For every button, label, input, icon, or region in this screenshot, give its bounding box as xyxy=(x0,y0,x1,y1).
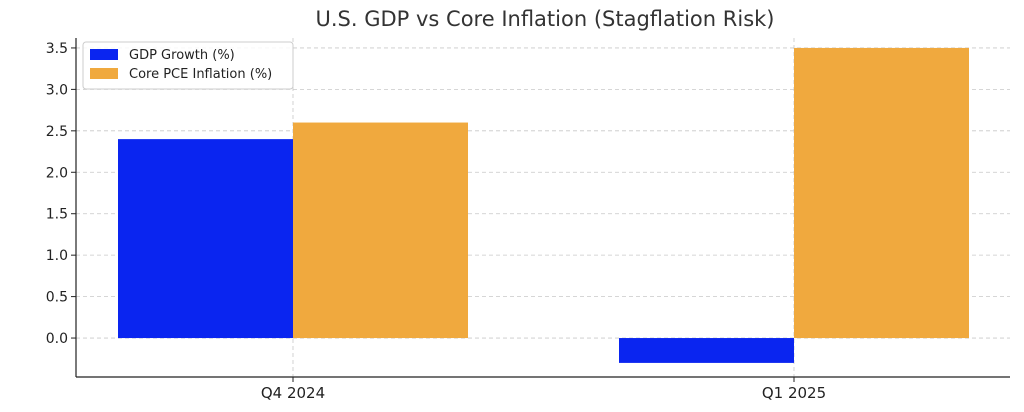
legend-swatch xyxy=(90,49,118,60)
bar-core-pce xyxy=(794,47,969,339)
chart-title: U.S. GDP vs Core Inflation (Stagflation … xyxy=(315,7,774,31)
y-tick-label: 3.0 xyxy=(46,82,68,98)
legend-box xyxy=(82,41,294,90)
legend-label: GDP Growth (%) xyxy=(129,48,235,63)
y-tick-label: 2.5 xyxy=(46,124,68,140)
y-tick-label: 0.0 xyxy=(46,331,68,347)
axes: 0.0 0.5 1.0 1.5 2.0 2.5 3.0 3.5 Q4 2024 Q1 2025 xyxy=(46,38,1010,402)
y-tick-label: 3.5 xyxy=(46,41,68,57)
bar-gdp xyxy=(619,338,794,363)
legend-swatch xyxy=(90,68,118,79)
bar-gdp xyxy=(118,139,293,339)
legend: GDP Growth (%) Core PCE Inflation (%) xyxy=(82,41,294,90)
y-tick-label: 0.5 xyxy=(46,290,68,306)
y-tick-label: 2.0 xyxy=(46,165,68,181)
x-tick-label: Q1 2025 xyxy=(762,384,826,402)
legend-label: Core PCE Inflation (%) xyxy=(129,67,272,82)
bar-core-pce xyxy=(293,122,468,339)
bars xyxy=(118,47,969,363)
y-tick-label: 1.0 xyxy=(46,248,68,264)
y-tick-label: 1.5 xyxy=(46,207,68,223)
x-tick-label: Q4 2024 xyxy=(261,384,325,402)
